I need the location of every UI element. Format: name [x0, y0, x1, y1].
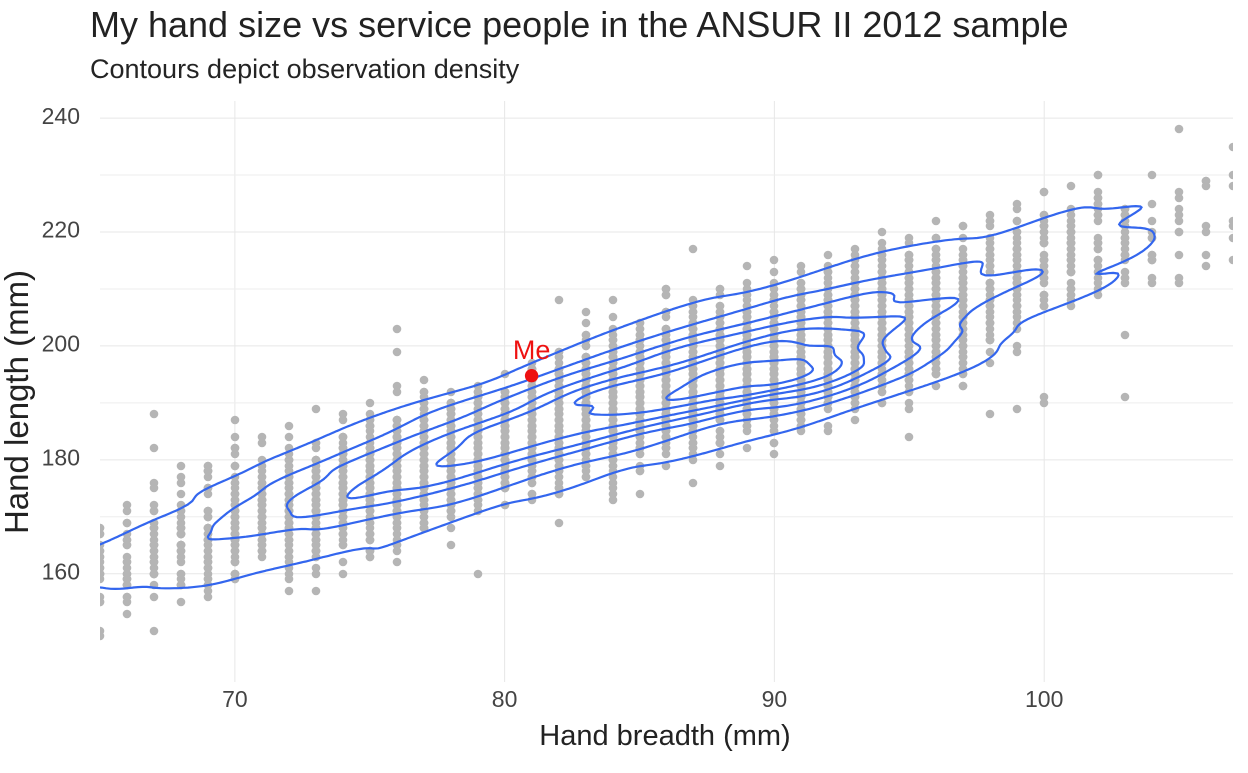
svg-text:Hand breadth (mm): Hand breadth (mm): [539, 720, 790, 752]
svg-text:220: 220: [42, 217, 80, 243]
svg-text:160: 160: [42, 559, 80, 585]
svg-text:Hand length (mm): Hand length (mm): [0, 270, 35, 534]
svg-text:80: 80: [492, 686, 518, 712]
svg-text:100: 100: [1025, 686, 1063, 712]
svg-text:180: 180: [42, 445, 80, 471]
svg-text:70: 70: [222, 686, 248, 712]
svg-text:90: 90: [762, 686, 788, 712]
svg-text:200: 200: [42, 331, 80, 357]
svg-text:240: 240: [42, 103, 80, 129]
